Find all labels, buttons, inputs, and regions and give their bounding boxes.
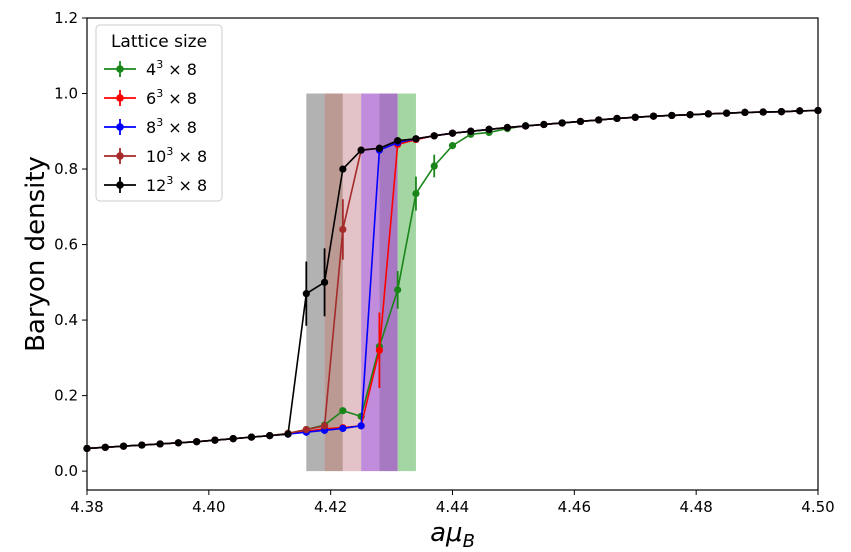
- y-tick-label: 1.2: [54, 9, 78, 27]
- data-point: [448, 142, 457, 150]
- data-point: [540, 120, 548, 129]
- band-5: [397, 93, 416, 472]
- data-point: [595, 116, 603, 124]
- legend-label: 83 × 8: [146, 116, 197, 137]
- legend-label: 63 × 8: [146, 87, 197, 108]
- data-point: [412, 189, 420, 198]
- data-point: [138, 441, 146, 449]
- x-tick-label: 4.42: [314, 498, 347, 516]
- data-point: [320, 278, 329, 286]
- y-tick-label: 1.0: [54, 85, 78, 103]
- y-axis-ticks: 0.0 0.2 0.4 0.6 0.8 1.0 1.2: [54, 9, 87, 480]
- data-point: [302, 425, 310, 434]
- x-tick-label: 4.40: [192, 498, 225, 516]
- data-point: [430, 132, 438, 140]
- legend-item: 43 × 8: [104, 58, 197, 79]
- data-point: [375, 346, 383, 354]
- y-tick-label: 0.8: [54, 160, 78, 178]
- legend-swatch-marker: [116, 181, 124, 189]
- legend-swatch-marker: [116, 123, 124, 131]
- data-point: [448, 129, 457, 137]
- legend-title: Lattice size: [111, 32, 207, 52]
- y-tick-label: 0.2: [54, 387, 78, 405]
- legend-item: 103 × 8: [104, 145, 207, 166]
- data-point: [211, 436, 219, 444]
- legend-swatch-marker: [116, 65, 124, 73]
- data-point: [631, 113, 639, 121]
- data-point: [558, 119, 566, 127]
- data-point: [467, 127, 475, 135]
- x-tick-label: 4.46: [558, 498, 591, 516]
- data-point: [741, 108, 749, 116]
- data-point: [649, 112, 658, 120]
- data-point: [503, 123, 511, 132]
- data-point: [357, 146, 365, 154]
- legend-item: 63 × 8: [104, 87, 197, 108]
- band-2: [342, 93, 362, 472]
- y-tick-label: 0.0: [54, 462, 78, 480]
- series-layer: [83, 106, 822, 453]
- legend: Lattice size 43 × 8 63 × 8 83 × 8 103 × 8 12…: [95, 24, 223, 202]
- data-point: [522, 122, 530, 130]
- data-point: [723, 109, 731, 117]
- data-point: [266, 432, 274, 440]
- data-point: [156, 440, 164, 448]
- data-point: [613, 114, 621, 123]
- y-tick-label: 0.4: [54, 311, 78, 329]
- data-point: [704, 110, 712, 118]
- data-point: [668, 111, 676, 120]
- legend-label: 123 × 8: [146, 174, 207, 195]
- x-tick-label: 4.38: [70, 498, 103, 516]
- x-axis-ticks: 4.38 4.40 4.42 4.44 4.46 4.48 4.50: [70, 490, 835, 516]
- x-tick-label: 4.50: [801, 498, 834, 516]
- data-point: [247, 433, 256, 441]
- data-point: [229, 435, 237, 443]
- y-axis-label: Baryon density: [21, 156, 51, 352]
- data-point: [284, 430, 292, 438]
- data-point: [686, 111, 694, 119]
- data-point: [576, 117, 585, 126]
- data-point: [777, 108, 786, 116]
- data-point: [759, 108, 767, 116]
- data-point: [101, 443, 109, 451]
- x-axis-label: aμB: [430, 518, 475, 552]
- data-point: [485, 125, 493, 133]
- series-12: [83, 106, 822, 453]
- data-point: [119, 442, 128, 450]
- legend-swatch-marker: [116, 94, 124, 102]
- data-point: [339, 424, 347, 433]
- data-point: [430, 162, 438, 170]
- data-point: [394, 137, 402, 145]
- y-tick-label: 0.6: [54, 236, 78, 254]
- legend-item: 83 × 8: [104, 116, 197, 137]
- data-point: [375, 144, 383, 152]
- legend-label: 43 × 8: [146, 58, 197, 79]
- data-point: [357, 422, 365, 430]
- legend-swatch-marker: [116, 152, 124, 160]
- x-tick-label: 4.44: [436, 498, 469, 516]
- data-point: [302, 290, 310, 298]
- data-point: [339, 165, 347, 173]
- data-point: [796, 107, 804, 115]
- data-point: [320, 422, 329, 430]
- legend-item: 123 × 8: [104, 174, 207, 195]
- data-point: [193, 438, 201, 446]
- data-point: [174, 439, 182, 447]
- x-tick-label: 4.48: [679, 498, 712, 516]
- legend-label: 103 × 8: [146, 145, 207, 166]
- data-point: [412, 135, 420, 143]
- legend-items: 43 × 8 63 × 8 83 × 8 103 × 8 123 × 8: [104, 58, 207, 195]
- data-point: [394, 286, 402, 294]
- band-0: [306, 93, 325, 472]
- data-point: [339, 407, 347, 415]
- data-point: [339, 225, 347, 234]
